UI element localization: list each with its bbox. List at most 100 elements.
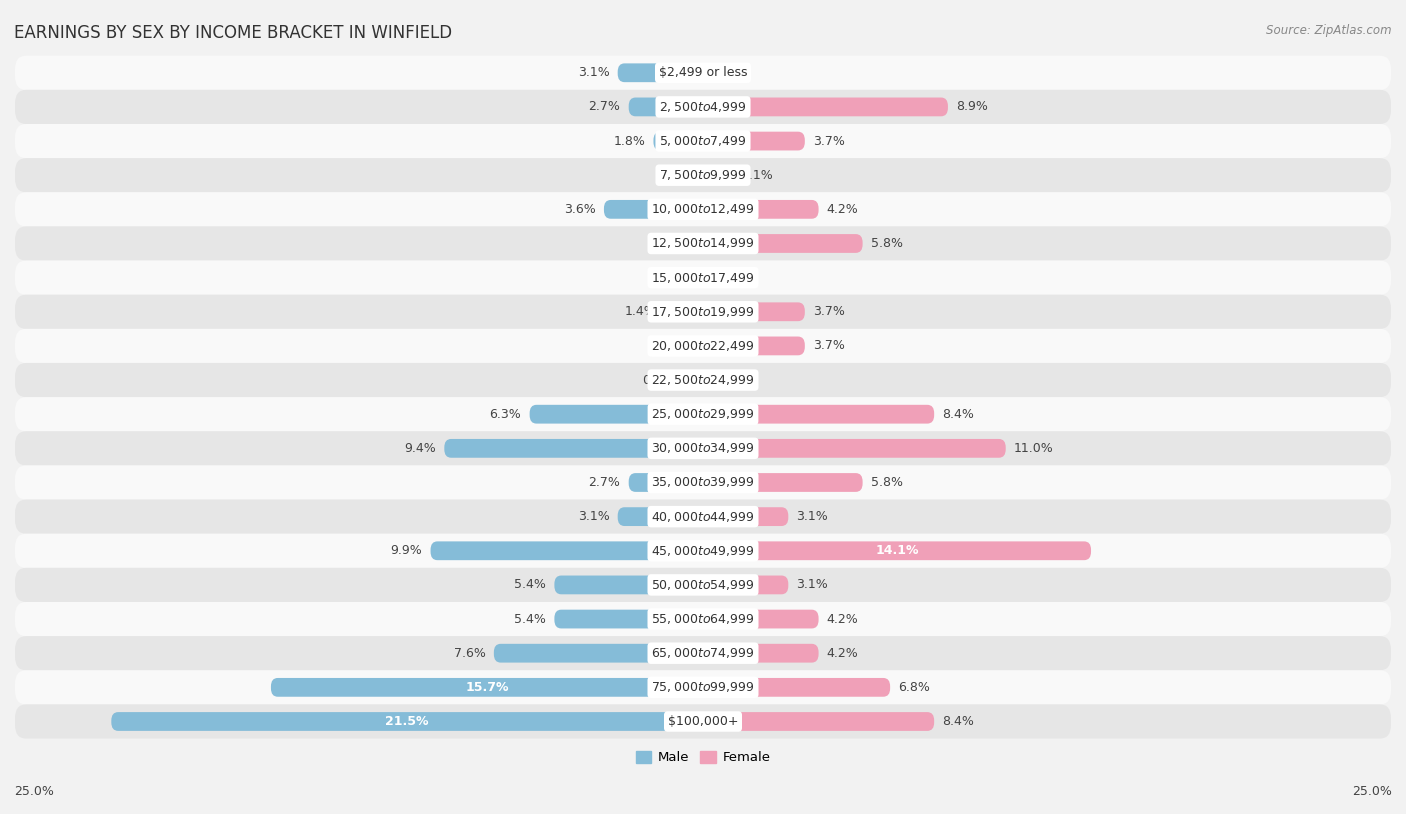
FancyBboxPatch shape bbox=[15, 568, 1391, 602]
Text: 6.8%: 6.8% bbox=[898, 681, 931, 694]
FancyBboxPatch shape bbox=[703, 98, 948, 116]
FancyBboxPatch shape bbox=[554, 575, 703, 594]
FancyBboxPatch shape bbox=[703, 712, 934, 731]
FancyBboxPatch shape bbox=[15, 363, 1391, 397]
Text: $100,000+: $100,000+ bbox=[668, 715, 738, 728]
FancyBboxPatch shape bbox=[15, 397, 1391, 431]
FancyBboxPatch shape bbox=[15, 534, 1391, 568]
Text: $40,000 to $44,999: $40,000 to $44,999 bbox=[651, 510, 755, 523]
FancyBboxPatch shape bbox=[703, 234, 863, 253]
FancyBboxPatch shape bbox=[703, 405, 934, 423]
FancyBboxPatch shape bbox=[703, 166, 734, 185]
Text: 3.7%: 3.7% bbox=[813, 134, 845, 147]
FancyBboxPatch shape bbox=[703, 575, 789, 594]
Text: 2.7%: 2.7% bbox=[589, 476, 620, 489]
FancyBboxPatch shape bbox=[703, 200, 818, 219]
Text: 5.4%: 5.4% bbox=[515, 613, 546, 626]
FancyBboxPatch shape bbox=[15, 124, 1391, 158]
Text: 3.1%: 3.1% bbox=[578, 510, 609, 523]
Text: $75,000 to $99,999: $75,000 to $99,999 bbox=[651, 681, 755, 694]
Text: 0.0%: 0.0% bbox=[711, 66, 744, 79]
Text: 5.8%: 5.8% bbox=[870, 476, 903, 489]
Text: $2,499 or less: $2,499 or less bbox=[659, 66, 747, 79]
FancyBboxPatch shape bbox=[703, 644, 818, 663]
FancyBboxPatch shape bbox=[605, 200, 703, 219]
Text: $50,000 to $54,999: $50,000 to $54,999 bbox=[651, 578, 755, 592]
Text: 9.4%: 9.4% bbox=[405, 442, 436, 455]
Text: 9.9%: 9.9% bbox=[391, 545, 422, 558]
Text: 25.0%: 25.0% bbox=[14, 785, 53, 798]
Text: 3.7%: 3.7% bbox=[813, 339, 845, 352]
Text: 8.9%: 8.9% bbox=[956, 100, 988, 113]
Text: 0.0%: 0.0% bbox=[662, 168, 695, 182]
Text: 0.0%: 0.0% bbox=[711, 271, 744, 284]
FancyBboxPatch shape bbox=[530, 405, 703, 423]
FancyBboxPatch shape bbox=[554, 610, 703, 628]
FancyBboxPatch shape bbox=[430, 541, 703, 560]
Text: 8.4%: 8.4% bbox=[942, 408, 974, 421]
Text: 0.0%: 0.0% bbox=[711, 374, 744, 387]
FancyBboxPatch shape bbox=[617, 507, 703, 526]
Text: $25,000 to $29,999: $25,000 to $29,999 bbox=[651, 407, 755, 421]
FancyBboxPatch shape bbox=[628, 98, 703, 116]
FancyBboxPatch shape bbox=[15, 636, 1391, 670]
FancyBboxPatch shape bbox=[15, 329, 1391, 363]
Text: $17,500 to $19,999: $17,500 to $19,999 bbox=[651, 304, 755, 319]
Text: 5.4%: 5.4% bbox=[515, 579, 546, 592]
Text: 0.0%: 0.0% bbox=[662, 237, 695, 250]
FancyBboxPatch shape bbox=[15, 226, 1391, 260]
FancyBboxPatch shape bbox=[703, 507, 789, 526]
Text: 3.1%: 3.1% bbox=[797, 579, 828, 592]
FancyBboxPatch shape bbox=[15, 90, 1391, 124]
Text: 7.6%: 7.6% bbox=[454, 646, 485, 659]
FancyBboxPatch shape bbox=[654, 132, 703, 151]
Text: EARNINGS BY SEX BY INCOME BRACKET IN WINFIELD: EARNINGS BY SEX BY INCOME BRACKET IN WIN… bbox=[14, 24, 453, 42]
FancyBboxPatch shape bbox=[15, 158, 1391, 192]
Text: 5.8%: 5.8% bbox=[870, 237, 903, 250]
FancyBboxPatch shape bbox=[703, 132, 804, 151]
FancyBboxPatch shape bbox=[703, 541, 1091, 560]
Text: $35,000 to $39,999: $35,000 to $39,999 bbox=[651, 475, 755, 489]
Text: 4.2%: 4.2% bbox=[827, 203, 859, 216]
FancyBboxPatch shape bbox=[628, 473, 703, 492]
Text: $5,000 to $7,499: $5,000 to $7,499 bbox=[659, 134, 747, 148]
FancyBboxPatch shape bbox=[15, 466, 1391, 500]
Text: $22,500 to $24,999: $22,500 to $24,999 bbox=[651, 373, 755, 387]
FancyBboxPatch shape bbox=[15, 431, 1391, 466]
FancyBboxPatch shape bbox=[617, 63, 703, 82]
Text: 0.0%: 0.0% bbox=[662, 271, 695, 284]
FancyBboxPatch shape bbox=[703, 610, 818, 628]
FancyBboxPatch shape bbox=[703, 439, 1005, 457]
Text: 0.45%: 0.45% bbox=[643, 374, 682, 387]
FancyBboxPatch shape bbox=[444, 439, 703, 457]
FancyBboxPatch shape bbox=[15, 295, 1391, 329]
Text: 4.2%: 4.2% bbox=[827, 613, 859, 626]
Text: 3.1%: 3.1% bbox=[797, 510, 828, 523]
Text: $10,000 to $12,499: $10,000 to $12,499 bbox=[651, 203, 755, 217]
FancyBboxPatch shape bbox=[15, 704, 1391, 738]
FancyBboxPatch shape bbox=[665, 302, 703, 322]
Text: 8.4%: 8.4% bbox=[942, 715, 974, 728]
Text: 3.7%: 3.7% bbox=[813, 305, 845, 318]
FancyBboxPatch shape bbox=[703, 302, 804, 322]
FancyBboxPatch shape bbox=[271, 678, 703, 697]
FancyBboxPatch shape bbox=[494, 644, 703, 663]
FancyBboxPatch shape bbox=[15, 500, 1391, 534]
FancyBboxPatch shape bbox=[703, 473, 863, 492]
Text: $15,000 to $17,499: $15,000 to $17,499 bbox=[651, 270, 755, 285]
Text: $55,000 to $64,999: $55,000 to $64,999 bbox=[651, 612, 755, 626]
Text: $30,000 to $34,999: $30,000 to $34,999 bbox=[651, 441, 755, 455]
Text: 1.1%: 1.1% bbox=[741, 168, 773, 182]
Text: 14.1%: 14.1% bbox=[876, 545, 918, 558]
Text: $12,500 to $14,999: $12,500 to $14,999 bbox=[651, 237, 755, 251]
Text: 0.0%: 0.0% bbox=[662, 339, 695, 352]
Text: 25.0%: 25.0% bbox=[1353, 785, 1392, 798]
FancyBboxPatch shape bbox=[703, 678, 890, 697]
Text: $45,000 to $49,999: $45,000 to $49,999 bbox=[651, 544, 755, 558]
Text: $2,500 to $4,999: $2,500 to $4,999 bbox=[659, 100, 747, 114]
Text: 21.5%: 21.5% bbox=[385, 715, 429, 728]
Text: $20,000 to $22,499: $20,000 to $22,499 bbox=[651, 339, 755, 353]
FancyBboxPatch shape bbox=[15, 670, 1391, 704]
Text: 3.1%: 3.1% bbox=[578, 66, 609, 79]
Text: Source: ZipAtlas.com: Source: ZipAtlas.com bbox=[1267, 24, 1392, 37]
